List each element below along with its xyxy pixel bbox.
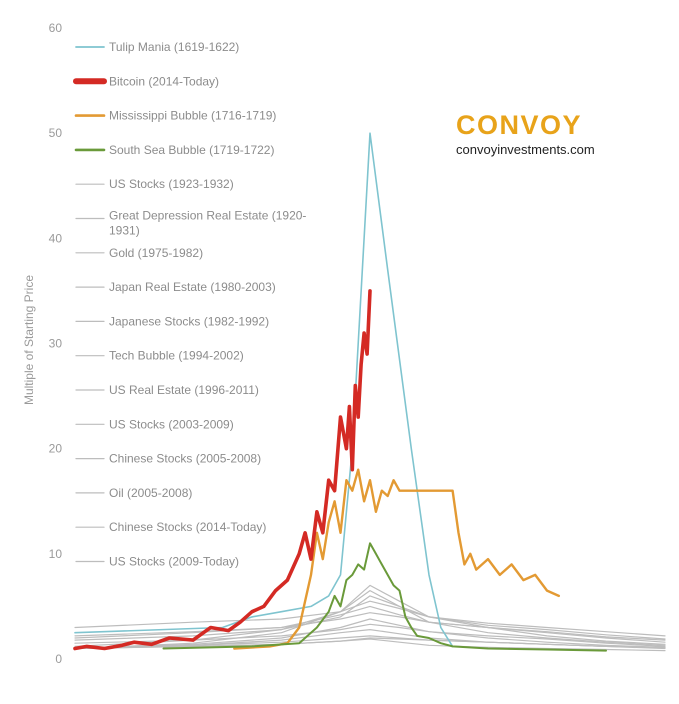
y-tick-label: 20 [49,442,63,456]
y-tick-label: 0 [55,652,62,666]
y-tick-label: 40 [49,231,63,245]
series-line [74,618,666,650]
legend-label: Chinese Stocks (2005-2008) [109,452,261,466]
legend-label: US Stocks (1923-1932) [109,177,234,191]
series-line [74,600,666,637]
y-axis-label: Multiple of Starting Price [22,275,36,405]
legend-label: US Stocks (2009-Today) [109,555,239,569]
series-line [74,623,666,648]
legend-label: Chinese Stocks (2014-Today) [109,520,266,534]
legend: Tulip Mania (1619-1622) Bitcoin (2014-Tod… [73,40,306,569]
legend-label: Japan Real Estate (1980-2003) [109,280,276,294]
series-line [74,132,454,648]
legend-label: Japanese Stocks (1982-1992) [109,314,269,328]
series-line [73,289,372,651]
brand-name: CONVOY [456,110,582,140]
series-line [74,637,666,650]
legend-label: South Sea Bubble (1719-1722) [109,143,274,157]
legend-label: Mississippi Bubble (1716-1719) [109,109,276,123]
legend-label: Bitcoin (2014-Today) [109,74,219,88]
brand-website: convoyinvestments.com [456,142,595,157]
legend-label: Gold (1975-1982) [109,246,203,260]
series-line [74,584,666,648]
y-tick-label: 30 [49,337,63,351]
legend-label: US Stocks (2003-2009) [109,417,234,431]
y-tick-label: 10 [49,547,63,561]
legend-label: Tulip Mania (1619-1622) [109,40,239,54]
legend-label: US Real Estate (1996-2011) [109,383,259,397]
series-line [74,589,666,650]
series-lines [73,132,666,652]
legend-label: Tech Bubble (1994-2002) [109,349,244,363]
series-line [233,468,560,650]
y-tick-label: 50 [49,126,63,140]
series-line [74,612,666,641]
legend-label: Great Depression Real Estate (1920-1931) [109,209,306,238]
y-tick-label: 60 [49,21,63,35]
series-line [162,542,607,652]
legend-label: Oil (2005-2008) [109,486,192,500]
y-axis-ticks: 0 10 20 30 40 50 60 [49,21,63,666]
